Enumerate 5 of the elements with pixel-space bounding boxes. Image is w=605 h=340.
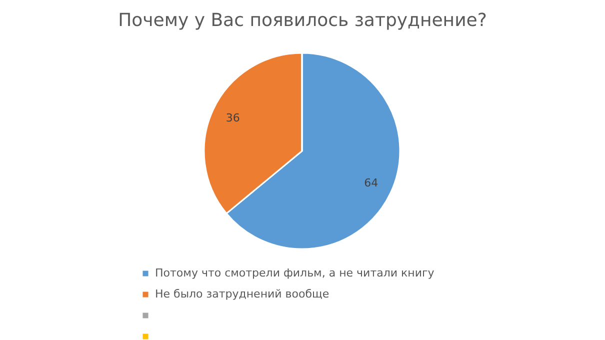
legend-label: Потому что смотрели фильм, а не читали книгу — [155, 266, 435, 280]
data-label: 36 — [226, 111, 240, 124]
data-label: 64 — [364, 176, 378, 190]
chart-title: Почему у Вас появилось затруднение? — [118, 10, 487, 31]
legend-label: Не было затруднений вообще — [155, 288, 330, 300]
